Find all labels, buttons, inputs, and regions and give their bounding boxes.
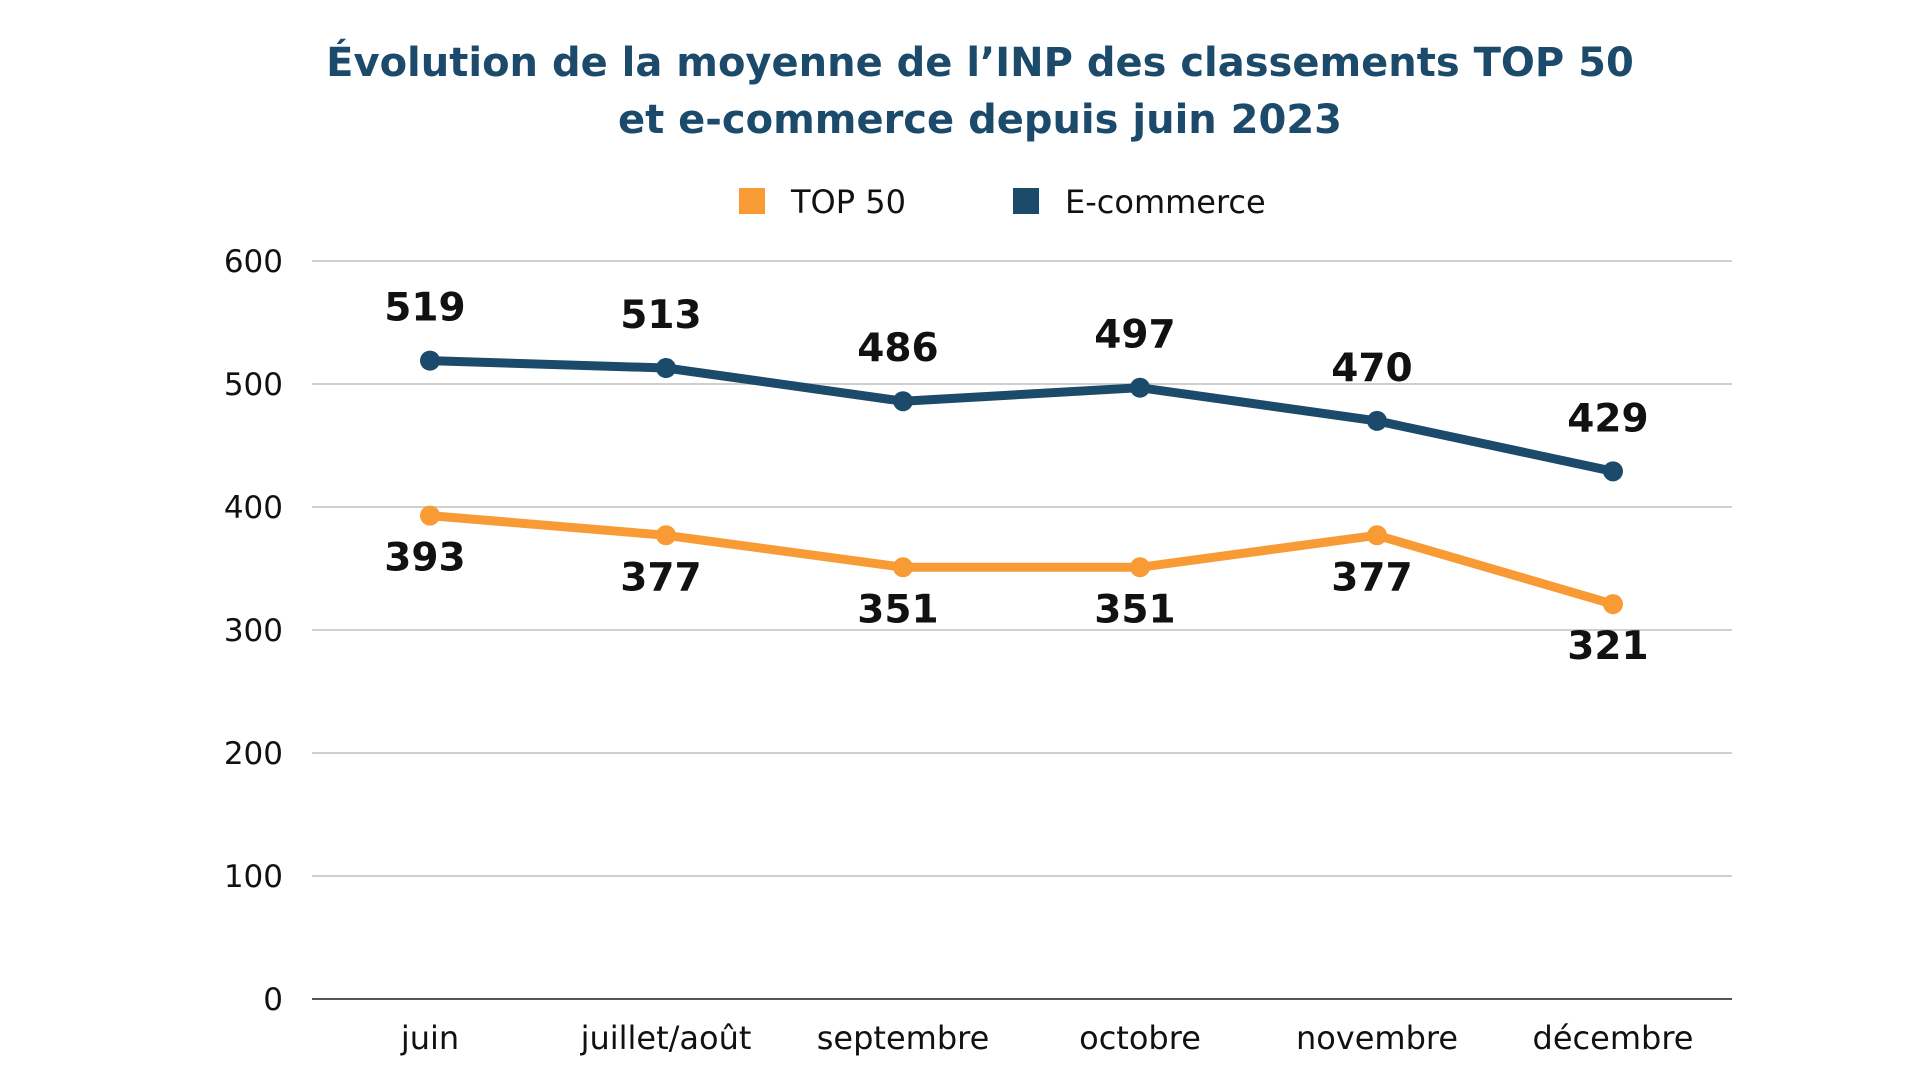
data-point	[1367, 410, 1387, 431]
legend-label-top50: TOP 50	[790, 183, 906, 221]
data-point	[1367, 525, 1387, 546]
x-tick-label: septembre	[817, 1019, 990, 1057]
legend-label-ecommerce: E-commerce	[1065, 183, 1266, 221]
chart-title-line2: et e-commerce depuis juin 2023	[618, 97, 1342, 143]
data-point	[893, 391, 913, 412]
legend: TOP 50 E-commerce	[739, 183, 1266, 221]
data-point	[1130, 377, 1150, 398]
data-label: 321	[1567, 624, 1648, 669]
series-ecommerce: 519 513 486 497 470 429	[384, 286, 1649, 482]
legend-swatch-top50	[739, 188, 765, 214]
data-point	[656, 358, 676, 379]
series-top50: 393 377 351 351 377 321	[384, 505, 1649, 669]
x-tick-label: octobre	[1079, 1019, 1201, 1057]
series: 393 377 351 351 377 321 519 513 486 497 470 429	[384, 286, 1648, 670]
series-line	[425, 356, 1618, 476]
data-label: 377	[1331, 555, 1412, 600]
y-axis-ticks: 0 100 200 300 400 500 600	[224, 244, 283, 1018]
data-point	[1603, 594, 1623, 615]
data-label: 486	[857, 326, 938, 371]
data-point	[420, 350, 440, 371]
data-label: 393	[384, 536, 465, 581]
y-tick-label-600: 600	[224, 244, 283, 280]
legend-swatch-ecommerce	[1013, 188, 1039, 214]
y-tick-label-400: 400	[224, 490, 283, 526]
data-label: 429	[1567, 396, 1648, 441]
data-label: 377	[620, 555, 701, 600]
y-tick-label-300: 300	[224, 613, 283, 649]
x-tick-label: décembre	[1533, 1019, 1694, 1057]
data-label: 497	[1094, 313, 1175, 358]
y-tick-label-0: 0	[263, 982, 283, 1018]
y-tick-label-100: 100	[224, 859, 283, 895]
data-label: 513	[620, 293, 701, 338]
data-point	[1130, 557, 1150, 578]
data-point	[1603, 461, 1623, 482]
data-label: 351	[857, 587, 938, 632]
chart-title: Évolution de la moyenne de l’INP des cla…	[326, 38, 1634, 86]
x-tick-label: novembre	[1296, 1019, 1458, 1057]
x-tick-label: juillet/août	[580, 1019, 752, 1057]
series-line	[425, 511, 1618, 609]
y-tick-label-200: 200	[224, 736, 283, 772]
data-label: 470	[1331, 346, 1412, 391]
data-point	[656, 525, 676, 546]
data-point	[893, 557, 913, 578]
data-label: 519	[384, 286, 465, 331]
y-tick-label-500: 500	[224, 367, 283, 403]
x-tick-label: juin	[400, 1019, 459, 1057]
gridlines	[312, 260, 1732, 1000]
data-label: 351	[1094, 587, 1175, 632]
x-axis-ticks: juin juillet/août septembre octobre novembre…	[400, 1019, 1694, 1057]
data-point	[420, 505, 440, 526]
